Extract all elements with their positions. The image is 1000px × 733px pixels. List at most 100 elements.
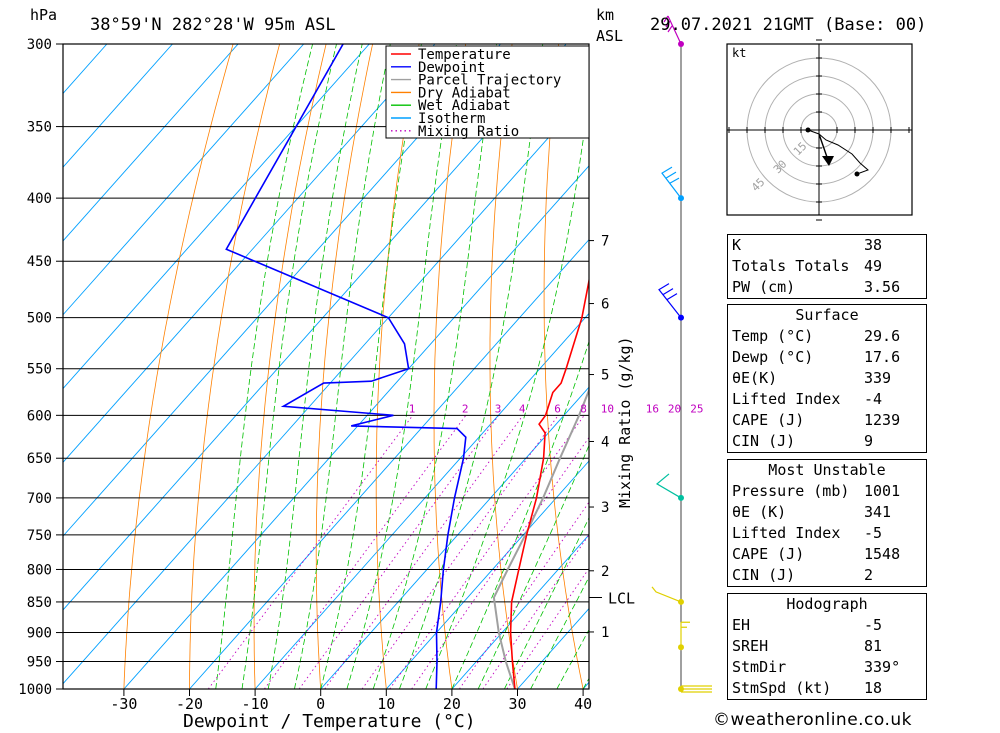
isotherm-line — [451, 534, 589, 689]
indices-row: K 38 — [728, 235, 927, 257]
most-unstable-label: CIN (J) — [732, 566, 796, 584]
wind-barb — [681, 685, 712, 693]
dry-adiabat-line — [189, 44, 280, 689]
legend-label: Wet Adiabat — [418, 98, 511, 114]
wet-adiabat-line — [451, 340, 589, 689]
dry-adiabat-line — [977, 44, 1000, 689]
dry-adiabat-line — [543, 44, 584, 689]
x-axis-title: Dewpoint / Temperature (°C) — [183, 711, 476, 732]
height-tick-label: 2 — [601, 564, 609, 580]
surface-label: Temp (°C) — [732, 327, 814, 345]
pressure-tick-label: 800 — [27, 563, 52, 579]
hodograph-value: -5 — [864, 616, 883, 634]
wet-adiabat-line — [425, 95, 589, 689]
mixing-ratio-label: 25 — [690, 402, 703, 415]
most-unstable-row: Lifted Index -5 — [728, 523, 927, 544]
dewpoint-line — [225, 44, 467, 689]
mixing-ratio-line — [506, 567, 589, 689]
height-tick-label: 4 — [601, 435, 609, 451]
most-unstable-value: 341 — [864, 503, 892, 521]
isotherm-line — [123, 165, 589, 689]
pressure-tick-label: 350 — [27, 120, 52, 136]
wind-column — [651, 15, 712, 693]
dry-adiabat-line — [315, 44, 373, 689]
wind-barb — [661, 166, 682, 199]
dry-adiabat-line — [433, 44, 466, 689]
mixing-ratio-line — [298, 415, 500, 689]
hodograph-title: Hodograph — [786, 595, 868, 613]
surface-label: θE(K) — [732, 369, 778, 387]
mixing-ratio-label: 1 — [409, 402, 416, 415]
isotherm-line — [189, 238, 589, 689]
most-unstable-value: 1001 — [864, 482, 901, 500]
pressure-tick-label: 700 — [27, 491, 52, 507]
mixing-ratio-label: 3 — [495, 402, 502, 415]
height-tick-label: 3 — [601, 500, 609, 516]
storm-motion-arrowhead — [822, 156, 834, 166]
most-unstable-label: CAPE (J) — [732, 545, 805, 563]
height-unit-label: km — [596, 6, 614, 24]
legend-label: Parcel Trajectory — [418, 73, 561, 89]
hodograph-end-dot — [854, 171, 860, 177]
isotherm-line — [320, 386, 589, 689]
mixing-ratio-label: 6 — [554, 402, 561, 415]
sounding-profiles — [225, 44, 589, 689]
mixing-ratio-label: 10 — [601, 402, 614, 415]
wind-barb — [680, 621, 690, 648]
mixing-ratio-label: 4 — [519, 402, 526, 415]
wind-barb — [663, 15, 682, 45]
surface-row: θE(K) 339 — [728, 368, 927, 389]
isotherm-line — [63, 44, 436, 464]
most-unstable-value: -5 — [864, 524, 883, 542]
surface-row: CIN (J) 9 — [728, 431, 927, 453]
x-tick-label: -20 — [176, 695, 203, 713]
wet-adiabat-line — [346, 44, 457, 689]
indices-table: K 38 Totals Totals 49 PW (cm) 3.56 — [727, 234, 927, 299]
legend-label: Dewpoint — [418, 60, 485, 76]
mixing-ratio-line — [264, 415, 467, 689]
most-unstable-value: 1548 — [864, 545, 901, 563]
surface-value: 339 — [864, 369, 892, 387]
x-tick-label: -10 — [242, 695, 269, 713]
most-unstable-row: CIN (J) 2 — [728, 565, 927, 587]
surface-value: 9 — [864, 432, 874, 450]
most-unstable-table: Most Unstable Pressure (mb) 1001 θE (K) 341… — [727, 459, 927, 587]
mixing-ratio-label: 16 — [646, 402, 659, 415]
mixing-ratio-line — [324, 415, 524, 689]
indices-label: PW (cm) — [732, 278, 796, 296]
lcl-label: LCL — [608, 590, 635, 608]
hodograph-unit-label: kt — [732, 46, 746, 60]
isotherm-line — [63, 44, 173, 168]
wet-adiabat-line — [477, 444, 589, 689]
isotherm-line — [63, 91, 589, 685]
mixing-ratio-line — [361, 415, 559, 689]
pressure-tick-label: 400 — [27, 191, 52, 207]
surface-row: Dewp (°C) 17.6 — [728, 347, 927, 368]
most-unstable-label: θE (K) — [732, 503, 787, 521]
height-tick-label: 1 — [601, 625, 609, 641]
pressure-unit-label: hPa — [30, 6, 57, 24]
hodograph-label: SREH — [732, 637, 769, 655]
isotherm-line — [63, 44, 305, 316]
hodograph-label: EH — [732, 616, 751, 634]
height-tick-label: 7 — [601, 234, 609, 250]
pressure-tick-label: 300 — [27, 37, 52, 53]
wet-adiabat-line — [399, 44, 544, 689]
pressure-tick-label: 950 — [27, 655, 52, 671]
height-unit-label-asl: ASL — [596, 27, 623, 45]
axis-labels: 1 2 3 4 6 8 10 16 20 2530035040045050055060065070… — [18, 37, 703, 713]
hodograph-row: EH -5 — [728, 615, 927, 636]
wind-barb — [651, 586, 682, 603]
mixing-ratio-line — [411, 436, 589, 689]
hodograph-value: 339° — [864, 658, 901, 676]
most-unstable-row: θE (K) 341 — [728, 502, 927, 523]
legend-label: Temperature — [418, 47, 511, 63]
wind-barb — [655, 473, 682, 499]
hodograph-trace — [807, 129, 869, 175]
pressure-tick-label: 450 — [27, 254, 52, 270]
pressure-tick-label: 750 — [27, 528, 52, 544]
isotherm-line — [63, 44, 108, 95]
